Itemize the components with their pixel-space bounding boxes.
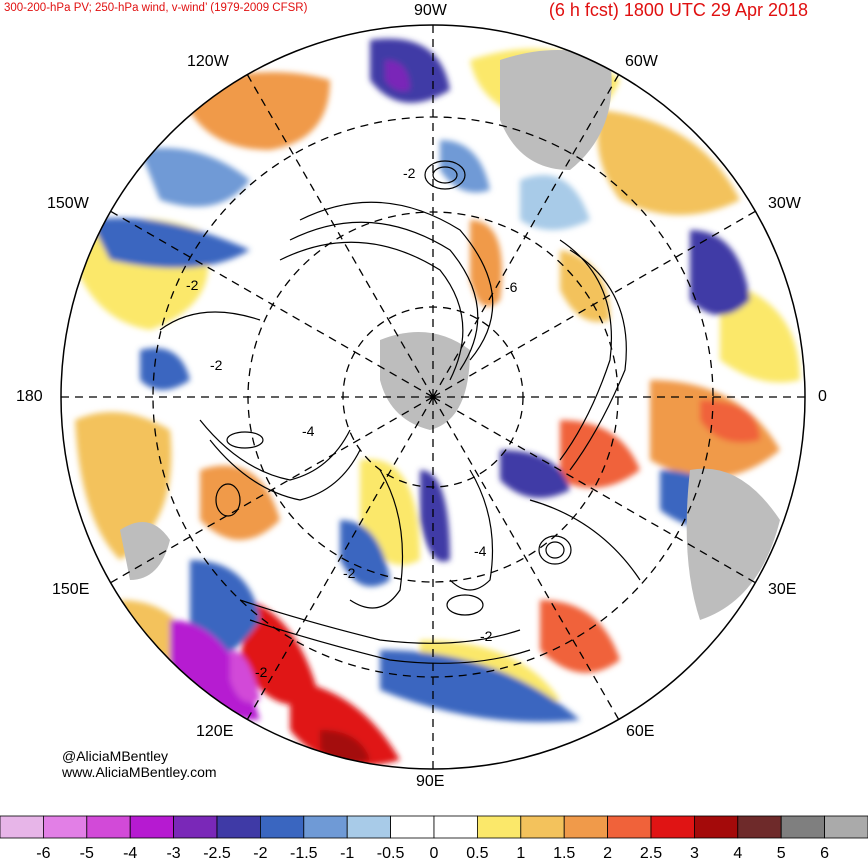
contour-label: -2	[255, 664, 268, 680]
colorbar-swatch	[0, 815, 44, 839]
colorbar-tick-label: -2	[253, 845, 268, 862]
colorbar-tick-label: 1	[516, 845, 526, 862]
colorbar-tick-label: 1.5	[553, 845, 576, 862]
colorbar-tick-label: 0	[429, 845, 439, 862]
colorbar-swatch	[780, 815, 826, 839]
polar-map: -2 -2 -2 -6 -4 -4 -2 -2 -2	[60, 24, 806, 770]
lon-label-60e: 60E	[626, 723, 655, 740]
colorbar-swatch	[476, 815, 522, 839]
lon-label-0: 0	[818, 388, 827, 405]
colorbar-tick-label: -4	[123, 845, 138, 862]
lon-label-150w: 150W	[47, 195, 89, 212]
colorbar-swatch	[650, 815, 695, 839]
colorbar-tick-label: 0.5	[466, 845, 489, 862]
colorbar-tick-label: 2.5	[639, 845, 663, 862]
contour-label: -4	[302, 423, 315, 439]
contour-label: -2	[210, 357, 223, 373]
colorbar	[0, 815, 868, 839]
colorbar-swatch	[607, 815, 652, 839]
colorbar-tick-label: 6	[820, 845, 830, 862]
colorbar-tick-label: 3	[689, 845, 699, 862]
contour-label: -2	[186, 277, 199, 293]
lon-label-150e: 150E	[52, 581, 90, 598]
lon-label-90e: 90E	[416, 773, 445, 790]
lon-label-30w: 30W	[768, 195, 801, 212]
colorbar-swatch	[86, 815, 131, 839]
colorbar-swatch	[129, 815, 174, 839]
colorbar-tick-label: -0.5	[376, 845, 405, 862]
contour-label: -2	[343, 565, 356, 581]
colorbar-swatch	[520, 815, 565, 839]
colorbar-tick-label: -2.5	[203, 845, 231, 862]
map-title: (6 h fcst) 1800 UTC 29 Apr 2018	[548, 0, 808, 20]
lon-label-180: 180	[16, 388, 43, 405]
colorbar-swatch	[737, 815, 782, 839]
colorbar-swatch	[433, 815, 478, 839]
meridians	[61, 25, 805, 769]
colorbar-tick-label: -6	[36, 845, 51, 862]
colorbar-tick-label: 2	[603, 845, 613, 862]
lon-label-60w: 60W	[625, 53, 658, 70]
colorbar-tick-label: -3	[166, 845, 181, 862]
lon-label-120w: 120W	[187, 53, 229, 70]
colorbar-swatch	[216, 815, 261, 839]
contour-label: -2	[403, 165, 416, 181]
contour-label: -6	[505, 279, 518, 295]
lon-label-120e: 120E	[196, 723, 234, 740]
contour-label: -2	[480, 628, 493, 644]
author-website: www.AliciaMBentley.com	[62, 764, 217, 780]
colorbar-swatch	[173, 815, 218, 839]
colorbar-swatch	[259, 815, 305, 839]
colorbar-tick-label: -1	[340, 845, 355, 862]
lon-label-30e: 30E	[768, 581, 797, 598]
colorbar-swatch	[346, 815, 392, 839]
colorbar-tick-label: -5	[79, 845, 94, 862]
contour-label: -4	[474, 543, 487, 559]
colorbar-tick-label: 5	[776, 845, 786, 862]
map-subtitle: 300-200-hPa PV; 250-hPa wind, v-wind’ (1…	[4, 2, 308, 14]
wind-contours	[159, 160, 641, 664]
lon-label-90w: 90W	[414, 2, 447, 19]
colorbar-swatch	[694, 815, 739, 839]
colorbar-tick-label: -1.5	[290, 845, 318, 862]
colorbar-swatch	[824, 815, 868, 839]
colorbar-swatch	[390, 815, 435, 839]
colorbar-swatch	[43, 815, 88, 839]
colorbar-tick-label: 4	[733, 845, 743, 862]
map-boundary	[60, 24, 806, 770]
colorbar-swatch	[303, 815, 348, 839]
author-handle: @AliciaMBentley	[62, 748, 169, 764]
colorbar-swatch	[563, 815, 609, 839]
